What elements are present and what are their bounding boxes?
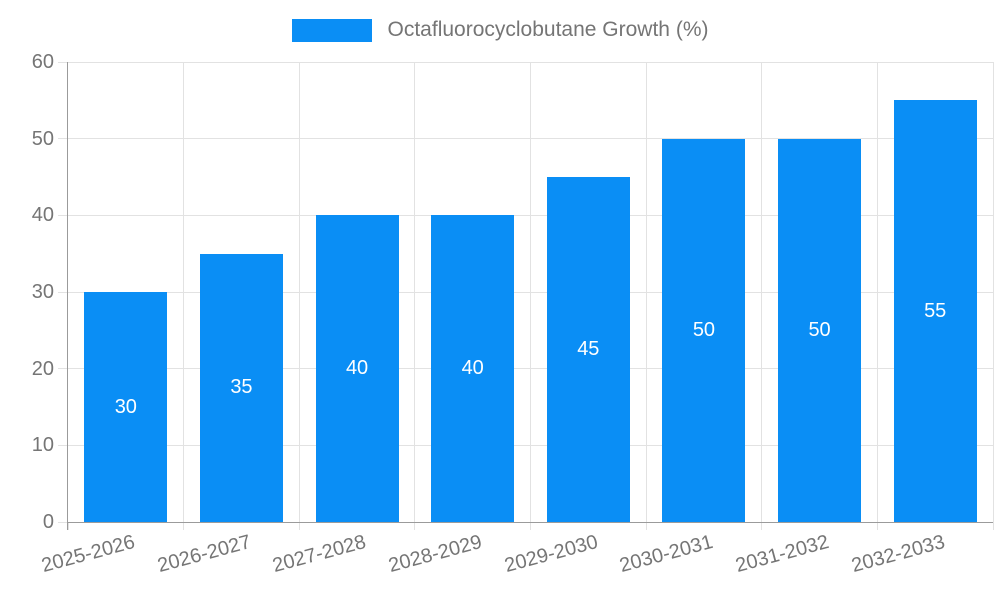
x-axis-tick (530, 522, 531, 530)
gridline-vertical (530, 62, 531, 522)
bar[interactable]: 50 (662, 138, 746, 522)
x-axis-category-label: 2025-2026 (39, 531, 138, 578)
y-axis-tick-label: 60 (31, 51, 54, 73)
x-axis-tick (298, 522, 300, 530)
x-axis-category-label: 2028-2029 (386, 531, 485, 578)
bar[interactable]: 40 (315, 215, 399, 522)
y-axis-tick-label: 20 (31, 357, 54, 380)
y-axis-tick-label: 30 (31, 281, 54, 303)
gridline-vertical (298, 62, 300, 522)
x-axis-tick (183, 522, 185, 530)
bar-value-label: 35 (230, 376, 253, 399)
x-axis-tick (761, 522, 763, 530)
legend-swatch-icon (291, 18, 372, 42)
y-axis-tick (58, 61, 68, 63)
legend-label: Octafluorocyclobutane Growth (%) (387, 18, 709, 41)
y-axis-tick-label: 40 (31, 204, 54, 227)
bar-value-label: 50 (692, 318, 716, 341)
y-axis-tick (58, 138, 68, 140)
y-axis-tick-label: 10 (31, 434, 54, 457)
y-axis-tick (58, 214, 68, 216)
y-axis-tick (58, 521, 68, 523)
x-axis-tick (67, 522, 69, 530)
y-axis-tick-label: 0 (42, 511, 54, 533)
gridline-vertical (183, 62, 185, 522)
bar[interactable]: 50 (778, 138, 862, 522)
gridline-vertical (414, 62, 416, 522)
bar-value-label: 55 (924, 299, 947, 322)
y-axis-tick (58, 291, 68, 293)
x-axis-tick (645, 522, 647, 530)
bar-value-label: 40 (461, 357, 484, 380)
y-axis-tick (58, 368, 68, 370)
x-axis-line (68, 521, 993, 523)
bar-value-label: 40 (345, 357, 369, 380)
bar-value-label: 45 (577, 338, 600, 360)
x-axis-tick (992, 522, 994, 530)
gridline-vertical (876, 62, 878, 522)
y-axis-tick (58, 444, 68, 446)
bar[interactable]: 30 (84, 292, 168, 522)
bar[interactable]: 55 (893, 100, 977, 522)
bar-value-label: 50 (808, 318, 831, 341)
bar[interactable]: 35 (199, 253, 283, 522)
bar[interactable]: 45 (546, 177, 630, 522)
x-axis-tick (414, 522, 416, 530)
x-axis-category-label: 2031-2032 (733, 531, 832, 578)
legend: Octafluorocyclobutane Growth (%) (0, 18, 1000, 42)
x-axis-category-label: 2029-2030 (501, 531, 601, 578)
x-axis-tick (876, 522, 878, 530)
legend-item[interactable]: Octafluorocyclobutane Growth (%) (291, 18, 709, 42)
bar-value-label: 30 (114, 395, 137, 418)
gridline-vertical (645, 62, 647, 522)
y-axis-tick-label: 50 (31, 127, 54, 150)
gridline-vertical (761, 62, 763, 522)
bar[interactable]: 40 (431, 215, 515, 522)
y-axis-line (67, 62, 68, 530)
x-axis-category-label: 2032-2033 (848, 531, 947, 578)
x-axis-category-label: 2026-2027 (155, 531, 254, 578)
gridline-vertical (992, 62, 994, 522)
x-axis-category-label: 2027-2028 (270, 531, 369, 578)
x-axis-category-label: 2030-2031 (617, 531, 716, 578)
